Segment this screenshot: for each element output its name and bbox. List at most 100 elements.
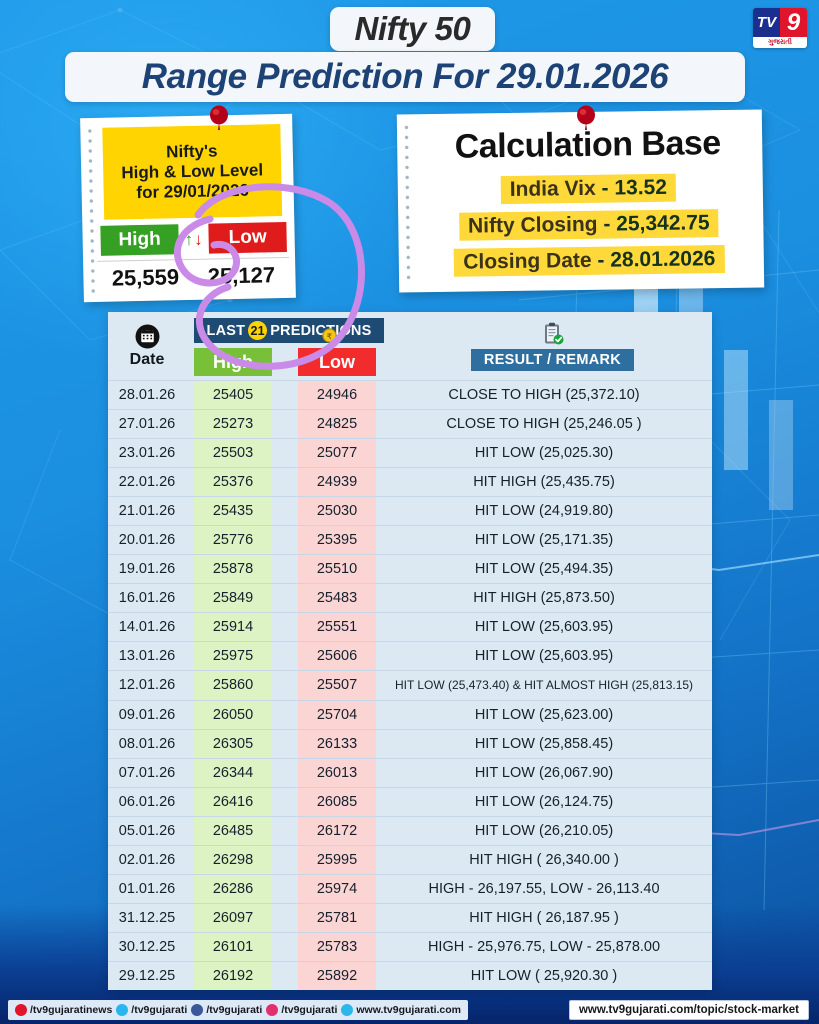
cell-spacer <box>186 904 194 932</box>
calc-closing-date-sep: - <box>591 248 611 272</box>
cell-result: HIT LOW (26,210.05) <box>474 822 614 839</box>
column-header-result: RESULT / REMARK <box>393 312 712 380</box>
high-low-heading-line1: Nifty's <box>165 141 218 162</box>
cell-high: 25975 <box>194 642 272 671</box>
cell-spacer <box>186 933 194 961</box>
cell-high: 25503 <box>194 439 272 468</box>
calc-india-vix-sep: - <box>595 176 615 200</box>
cell-low: 25510 <box>298 555 376 584</box>
cell-result: HIT LOW (25,623.00) <box>474 706 614 723</box>
cell-spacer <box>272 671 298 699</box>
cell-date: 29.12.25 <box>118 967 176 984</box>
cell-spacer <box>186 468 194 496</box>
cell-low: 25892 <box>298 961 376 990</box>
cell-spacer <box>186 846 194 874</box>
column-header-date: Date <box>108 312 186 380</box>
cell-result: HIGH - 25,976.75, LOW - 25,878.00 <box>427 938 661 955</box>
cell-result: HIT LOW (25,603.95) <box>474 619 614 636</box>
cell-result: HIT HIGH ( 26,187.95 ) <box>469 909 619 926</box>
cell-spacer <box>186 875 194 903</box>
social-handle[interactable]: /tv9gujarati <box>266 1004 337 1016</box>
cell-spacer <box>272 904 298 932</box>
calc-row-nifty-closing: Nifty Closing - 25,342.75 <box>424 208 753 243</box>
calc-india-vix-value: 13.52 <box>614 175 668 200</box>
trend-arrows: ↑ ↓ <box>178 224 209 255</box>
column-header-date-label: Date <box>129 350 165 368</box>
table-row: 14.01.26 25914 25551 HIT LOW (25,603.95) <box>108 612 712 642</box>
cell-spacer <box>272 962 298 990</box>
cell-high: 26416 <box>194 787 272 816</box>
cell-spacer <box>272 468 298 496</box>
cell-high: 26344 <box>194 758 272 787</box>
cell-result: HIT LOW ( 25,920.30 ) <box>470 967 618 984</box>
high-badge: High <box>100 224 179 256</box>
tv9-logo-subtitle: ગુજરાતી <box>753 37 807 48</box>
cell-low: 25783 <box>298 932 376 961</box>
table-row: 07.01.26 26344 26013 HIT LOW (26,067.90) <box>108 757 712 787</box>
notebook-perforation-right <box>402 122 413 285</box>
tv9-logo-main: TV 9 <box>753 8 807 37</box>
cell-high: 25878 <box>194 555 272 584</box>
coin-icon: ₹ <box>322 328 337 343</box>
calendar-icon <box>135 324 159 348</box>
cell-spacer <box>272 875 298 903</box>
social-handle[interactable]: www.tv9gujarati.com <box>341 1004 461 1016</box>
cell-result: HIT HIGH (25,873.50) <box>473 590 615 607</box>
last-predictions-banner: LAST 21 PREDICTIONS ₹ <box>194 318 384 343</box>
facebook-icon <box>191 1004 204 1016</box>
site-url-chip[interactable]: www.tv9gujarati.com/topic/stock-market <box>568 1000 809 1020</box>
calc-row-india-vix: India Vix - 13.52 <box>424 172 753 207</box>
cell-low: 25704 <box>298 700 376 729</box>
table-body: 28.01.26 25405 24946 CLOSE TO HIGH (25,372.… <box>108 380 712 990</box>
header: Nifty 50 Range Prediction For 29.01.2026… <box>0 0 819 108</box>
cell-low: 26013 <box>298 758 376 787</box>
cell-spacer <box>272 730 298 758</box>
notebook-perforation-left <box>86 125 97 295</box>
cell-spacer <box>272 701 298 729</box>
cell-result: HIT LOW (25,171.35) <box>474 532 614 549</box>
table-row: 06.01.26 26416 26085 HIT LOW (26,124.75) <box>108 786 712 816</box>
cell-date: 27.01.26 <box>118 416 176 433</box>
cell-spacer <box>272 526 298 554</box>
table-row: 01.01.26 26286 25974 HIGH - 26,197.55, LOW … <box>108 873 712 903</box>
cell-low: 25030 <box>298 497 376 526</box>
calc-nifty-closing-label: Nifty Closing <box>467 212 598 238</box>
cell-result: HIT LOW (25,858.45) <box>474 735 614 752</box>
cell-spacer <box>186 584 194 612</box>
cell-low: 25606 <box>298 642 376 671</box>
cell-spacer <box>272 584 298 612</box>
cell-date: 21.01.26 <box>118 503 176 520</box>
cell-result: HIT HIGH (25,435.75) <box>473 474 615 491</box>
cell-result: HIT LOW (25,603.95) <box>474 648 614 665</box>
page-title-primary: Nifty 50 <box>330 7 495 51</box>
cell-spacer <box>272 642 298 670</box>
cell-low: 25995 <box>298 845 376 874</box>
social-handle[interactable]: /tv9gujarati <box>191 1004 262 1016</box>
predicted-low-value: 25,127 <box>207 261 276 289</box>
social-handle[interactable]: /tv9gujarati <box>116 1004 187 1016</box>
table-row: 13.01.26 25975 25606 HIT LOW (25,603.95) <box>108 641 712 671</box>
cell-date: 19.01.26 <box>118 561 176 578</box>
social-handle[interactable]: /tv9gujaratinews <box>15 1004 112 1016</box>
table-row: 09.01.26 26050 25704 HIT LOW (25,623.00) <box>108 699 712 729</box>
cell-result: CLOSE TO HIGH (25,372.10) <box>448 387 640 404</box>
cell-date: 30.12.25 <box>118 938 176 955</box>
cell-date: 05.01.26 <box>118 822 176 839</box>
cell-spacer <box>272 555 298 583</box>
calc-nifty-closing-text: Nifty Closing - 25,342.75 <box>458 209 719 241</box>
cell-low: 26133 <box>298 729 376 758</box>
cell-high: 26305 <box>194 729 272 758</box>
cell-date: 22.01.26 <box>118 474 176 491</box>
cell-spacer <box>272 933 298 961</box>
cell-result: HIT LOW (26,124.75) <box>474 793 614 810</box>
calculation-base-title: Calculation Base <box>454 124 721 166</box>
table-row: 27.01.26 25273 24825 CLOSE TO HIGH (25,246.… <box>108 409 712 439</box>
cell-spacer <box>186 555 194 583</box>
cell-spacer <box>186 788 194 816</box>
cell-spacer <box>272 788 298 816</box>
cell-spacer <box>272 759 298 787</box>
cell-spacer <box>272 439 298 467</box>
cell-date: 20.01.26 <box>118 532 176 549</box>
tv9-logo-nine-text: 9 <box>780 8 807 37</box>
cell-date: 09.01.26 <box>118 706 176 723</box>
